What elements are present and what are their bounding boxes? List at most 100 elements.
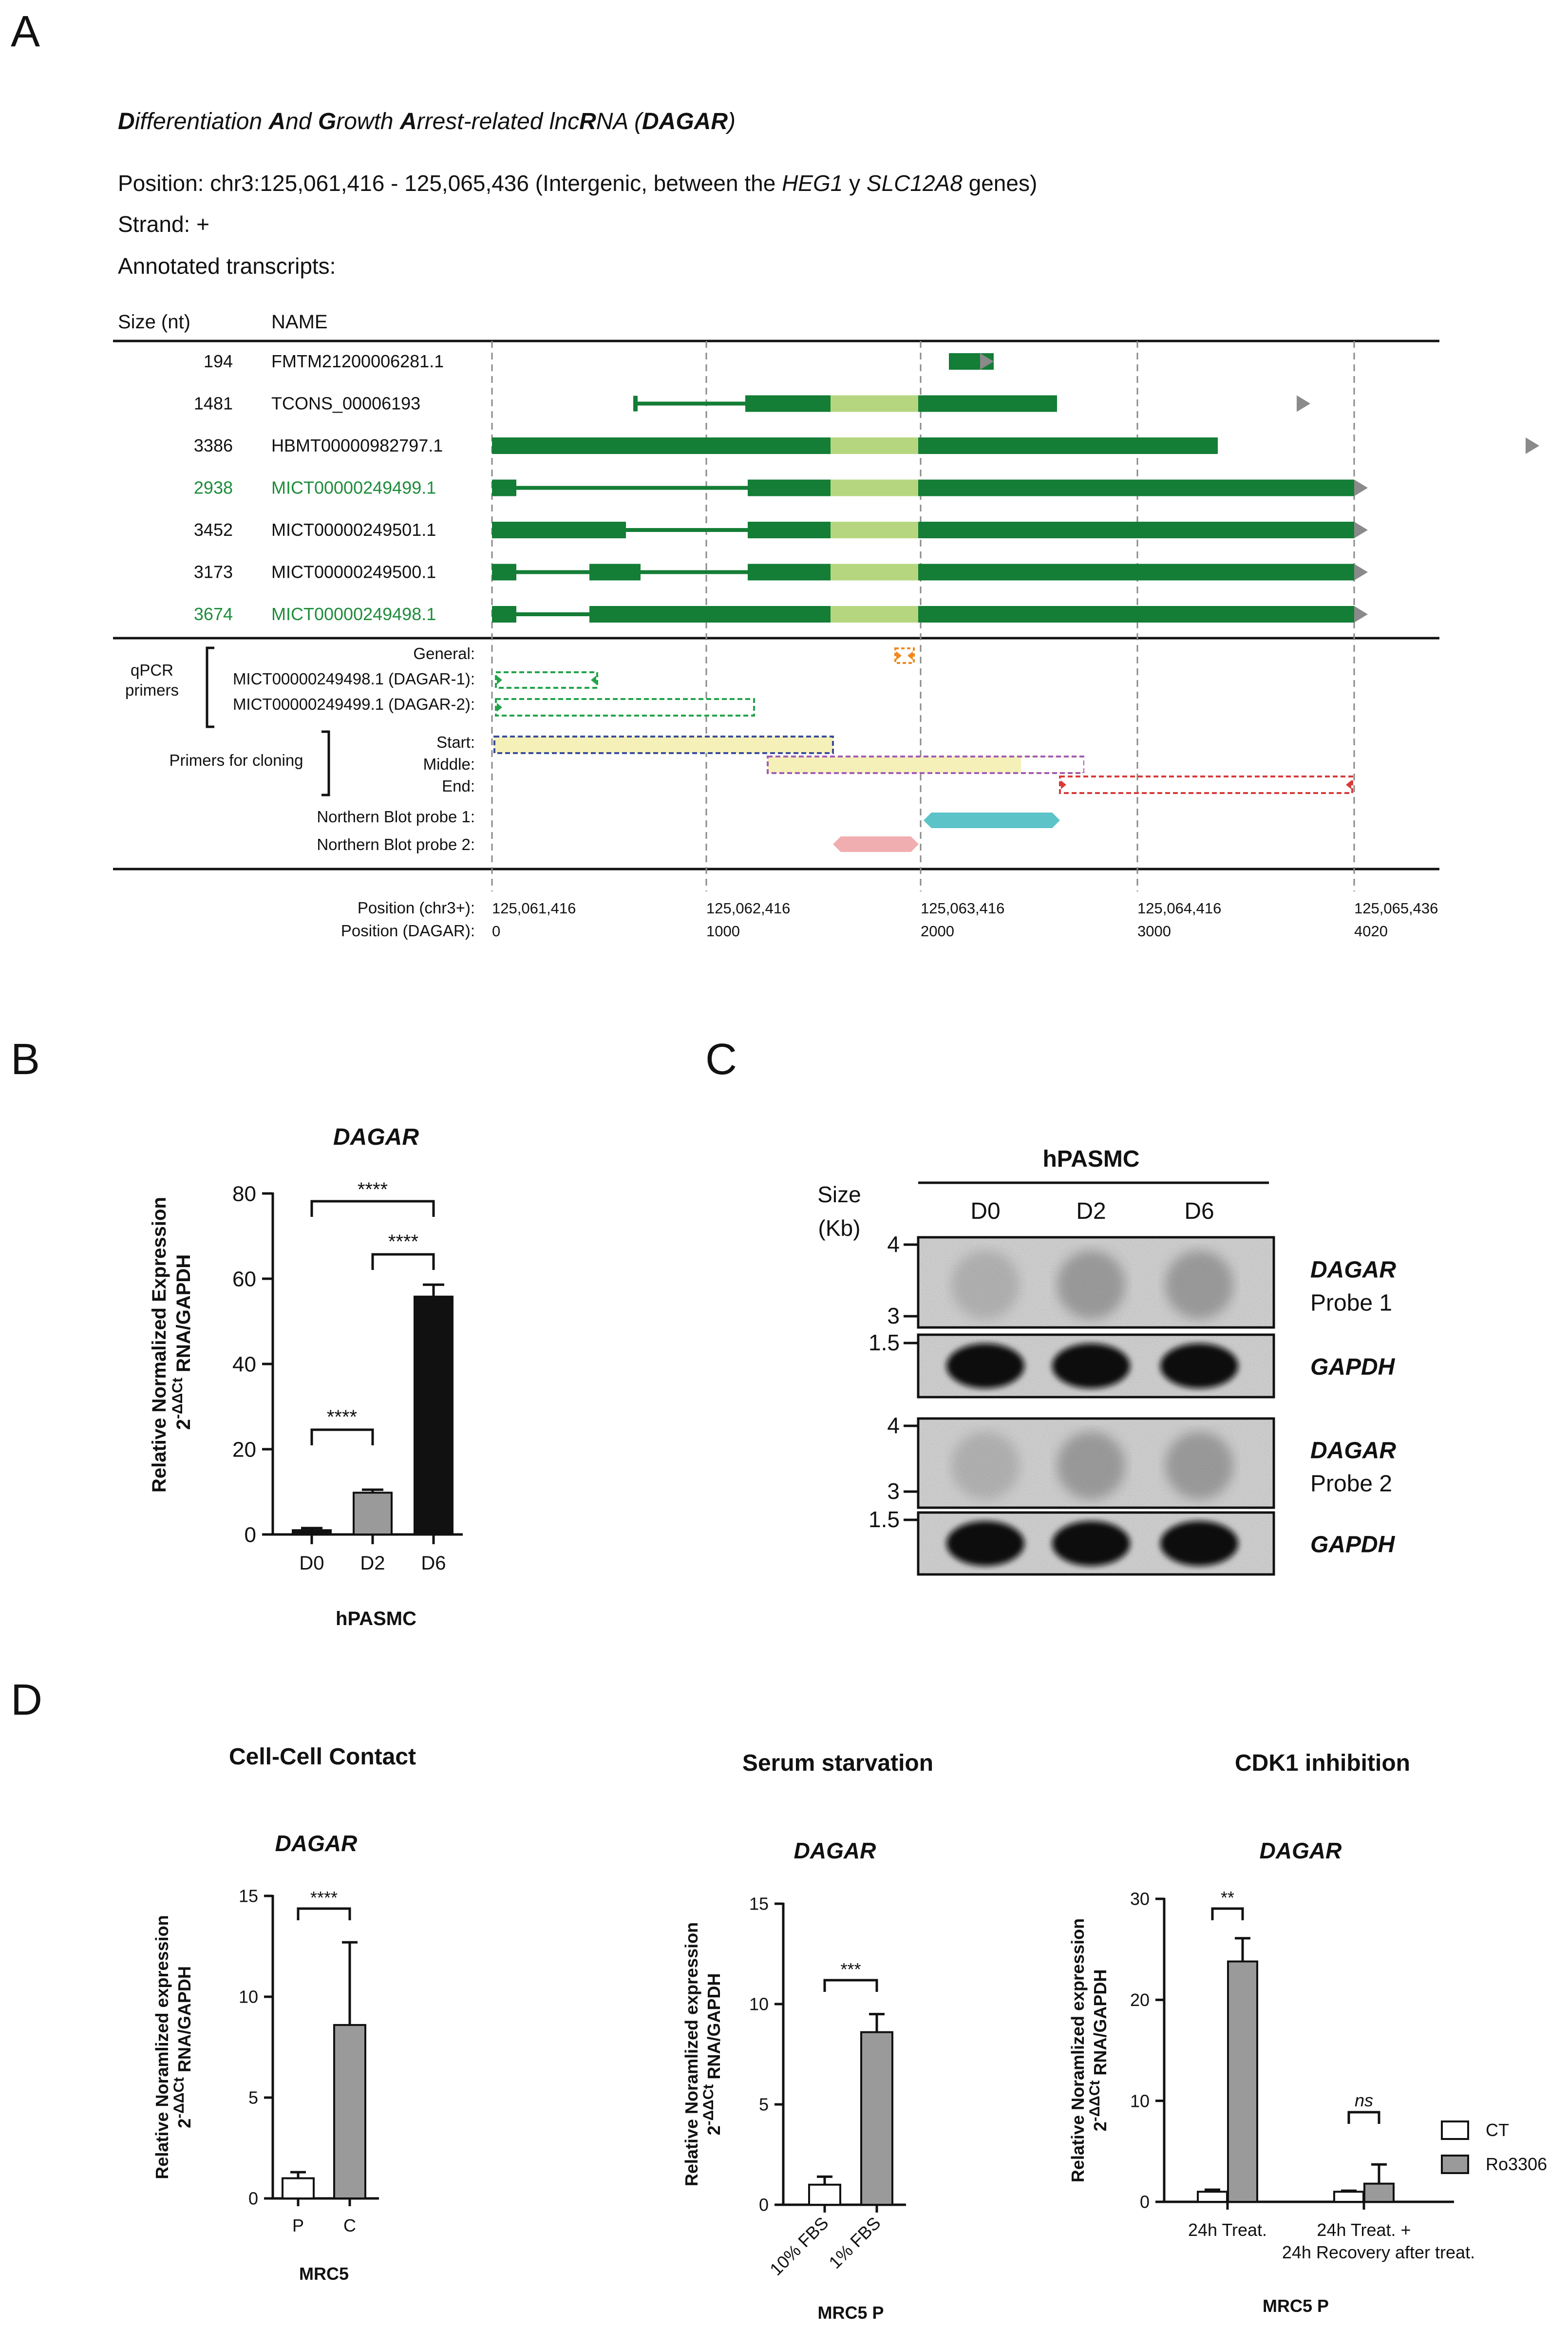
- blot-probe-label: Probe 2: [1310, 1471, 1392, 1497]
- panel-a: A Differentiation And Growth Arrest-rela…: [11, 7, 1539, 940]
- significance-label: ****: [327, 1406, 357, 1428]
- title-part: G: [318, 109, 336, 134]
- primer-marker: [497, 703, 502, 712]
- overlap-block: [831, 479, 918, 496]
- dagar-smear: [1057, 1250, 1125, 1319]
- primer-marker: [1346, 780, 1351, 789]
- panel-label-b: B: [11, 1035, 40, 1084]
- y-tick-label: 30: [1130, 1889, 1150, 1909]
- bar-ro3306: [1227, 1960, 1258, 2203]
- probe-1-arrow: [924, 813, 1060, 828]
- position-chr3-tick: 125,061,416: [492, 900, 576, 917]
- x-tick-label: D2: [360, 1552, 385, 1574]
- bar-ro3306: [1363, 2182, 1395, 2203]
- exon-block: [745, 395, 831, 412]
- y-tick-label: 40: [232, 1352, 256, 1376]
- primer-label-dagar-1: MICT00000249498.1 (DAGAR-1):: [233, 670, 475, 688]
- significance-bracket: [310, 1200, 435, 1217]
- chart-title: DAGAR: [794, 1838, 876, 1863]
- x-tick-label: 1% FBS: [825, 2213, 884, 2272]
- position-line: Position: chr3:125,061,416 - 125,065,436…: [118, 170, 1037, 196]
- y-tick-label: 15: [749, 1894, 769, 1914]
- size-marker-label: 3: [887, 1478, 900, 1504]
- chart-d2-heading: Serum starvation: [742, 1750, 933, 1776]
- primer-label-general: General:: [413, 644, 475, 662]
- title-part: A: [399, 109, 417, 134]
- exon-block: [748, 564, 831, 581]
- title-part: ): [725, 109, 736, 134]
- dagar-title: Differentiation And Growth Arrest-relate…: [118, 109, 736, 134]
- exon-block: [918, 437, 1218, 454]
- cloning-start-label: Start:: [436, 733, 475, 751]
- superscript: -ΔΔCt: [171, 2077, 187, 2119]
- x-tick-label: P: [292, 2215, 304, 2235]
- qpcr-bracket: [206, 646, 214, 728]
- transcript-size: 3452: [194, 520, 233, 540]
- size-marker-label: 1.5: [869, 1330, 900, 1355]
- transcript-name: HBMT00000982797.1: [271, 435, 443, 455]
- y-tick-label: 0: [248, 2189, 258, 2209]
- transcript-size: 1481: [194, 394, 233, 414]
- title-part: R: [579, 109, 596, 134]
- strand-arrow: [1354, 479, 1368, 496]
- size-marker-label: 4: [887, 1231, 900, 1257]
- significance-bracket: [1347, 2111, 1380, 2124]
- panel-label-d: D: [11, 1676, 42, 1724]
- y-tick-label: 5: [248, 2088, 258, 2108]
- significance-label: **: [1221, 1888, 1234, 1908]
- overlap-block: [831, 395, 918, 412]
- intron-line: [516, 612, 589, 616]
- overlap-block: [831, 522, 918, 538]
- y-tick-label: 10: [239, 1987, 258, 2007]
- exon-block: [492, 606, 516, 623]
- strand-arrow: [1354, 606, 1368, 623]
- significance-label: ***: [840, 1959, 861, 1979]
- intron-line: [636, 401, 748, 406]
- lane-label-d0: D0: [970, 1198, 1000, 1224]
- position-chr3-tick: 125,064,416: [1137, 900, 1221, 917]
- y-axis-label-line: Relative Noramlized expression: [1068, 1918, 1088, 2182]
- name-column-header: NAME: [271, 311, 328, 333]
- transcript-size: 3386: [194, 435, 233, 455]
- intron-line: [516, 486, 748, 490]
- cloning-bracket: [321, 730, 330, 796]
- y-tick-label: 5: [759, 2095, 769, 2115]
- transcript-size: 194: [204, 351, 233, 371]
- y-tick-label: 80: [232, 1182, 256, 1206]
- chart-d3: DAGAR Relative Noramlized expression 2-ΔΔC…: [1068, 1838, 1547, 2316]
- title-part: D: [118, 109, 135, 134]
- title-part: rrest-related lnc: [417, 109, 579, 134]
- exon-block: [492, 479, 516, 496]
- gene-heg1: HEG1: [782, 170, 843, 196]
- y-axis-label-line: 2: [704, 2125, 724, 2135]
- y-axis-label-line: RNA/GAPDH: [1090, 1969, 1110, 2081]
- strand-arrow: [1526, 437, 1539, 454]
- transcript-size: 2938: [194, 478, 233, 498]
- x-axis-label: MRC5 P: [817, 2303, 884, 2323]
- dagar-smear: [951, 1431, 1020, 1500]
- blot-gene-label: GAPDH: [1310, 1532, 1396, 1558]
- probe-2-arrow: [833, 836, 919, 852]
- position-dagar-tick: 2000: [921, 923, 954, 940]
- y-tick-label: 0: [1140, 2192, 1150, 2212]
- bar-ct: [1333, 2191, 1364, 2203]
- y-tick-label: 20: [1130, 1990, 1150, 2010]
- title-part: nd: [285, 109, 318, 134]
- gapdh-band: [1160, 1521, 1238, 1566]
- bar-d2: [353, 1492, 393, 1535]
- legend-label: Ro3306: [1486, 2154, 1547, 2174]
- bar-d6: [414, 1295, 453, 1535]
- dagar-smear: [1057, 1431, 1125, 1500]
- blot-gene-label: GAPDH: [1310, 1354, 1396, 1380]
- chart-title: DAGAR: [275, 1831, 358, 1856]
- chart-b-title: DAGAR: [333, 1124, 419, 1150]
- transcript-size: 3674: [194, 604, 233, 624]
- significance-bracket: [310, 1428, 374, 1445]
- y-axis-label: Relative Noramlized expression 2-ΔΔCt RNA…: [1068, 1918, 1110, 2182]
- significance-bracket: [823, 1979, 878, 1992]
- transcript-name: MICT00000249499.1: [271, 478, 436, 498]
- primer-dagar-2: [495, 698, 755, 717]
- exon-block: [918, 564, 1354, 581]
- strand-arrow: [1354, 564, 1368, 581]
- probe-2-label: Northern Blot probe 2:: [317, 835, 475, 853]
